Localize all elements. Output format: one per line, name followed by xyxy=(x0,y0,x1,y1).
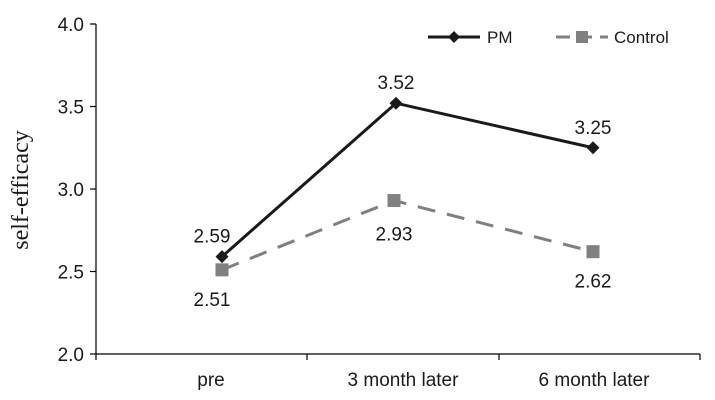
legend-label: PM xyxy=(487,28,513,47)
data-point xyxy=(586,245,600,259)
data-point xyxy=(215,250,229,264)
data-point xyxy=(389,96,403,110)
legend-marker xyxy=(448,31,460,43)
y-tick-label: 4.0 xyxy=(58,15,84,36)
data-point xyxy=(586,141,600,155)
data-label: 2.59 xyxy=(194,227,231,248)
x-axis: pre 3 month later 6 month later xyxy=(95,353,701,391)
x-tick-label: pre xyxy=(197,370,224,391)
data-label: 2.51 xyxy=(194,290,231,311)
y-tick-label: 3.5 xyxy=(58,98,84,119)
legend-marker xyxy=(576,31,588,43)
legend-item-control: Control xyxy=(556,28,669,47)
y-axis: 2.0 2.5 3.0 3.5 4.0 xyxy=(58,15,97,366)
legend: PM Control xyxy=(428,28,669,47)
x-tick-label: 6 month later xyxy=(539,370,651,391)
data-point xyxy=(387,194,401,208)
series-layer: 2.59 3.52 3.25 2.51 2.93 2.62 xyxy=(194,73,612,311)
series-control: 2.51 2.93 2.62 xyxy=(194,194,612,311)
data-point xyxy=(215,263,229,277)
data-label: 3.25 xyxy=(575,118,612,139)
legend-label: Control xyxy=(614,28,669,47)
y-axis-label: self-efficacy xyxy=(8,130,34,249)
y-tick-label: 2.5 xyxy=(58,263,84,284)
y-tick-label: 3.0 xyxy=(58,180,84,201)
legend-item-pm: PM xyxy=(428,28,513,47)
data-label: 3.52 xyxy=(378,73,415,94)
data-label: 2.93 xyxy=(376,225,413,246)
y-tick-label: 2.0 xyxy=(58,345,84,366)
data-label: 2.62 xyxy=(575,272,612,293)
x-tick-label: 3 month later xyxy=(348,370,460,391)
series-pm: 2.59 3.52 3.25 xyxy=(194,73,612,264)
